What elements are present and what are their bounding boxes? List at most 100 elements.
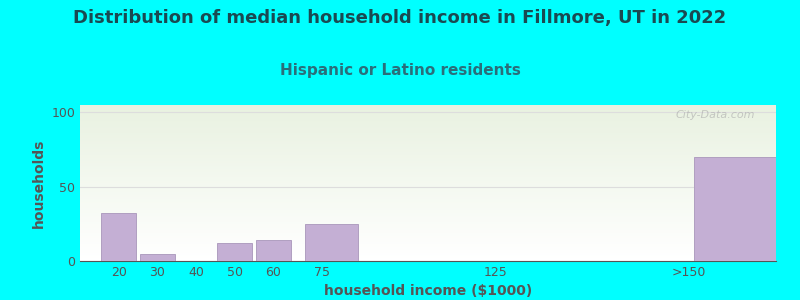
Bar <box>80 203 776 205</box>
Bar <box>80 172 776 174</box>
Bar <box>80 150 776 152</box>
Bar <box>80 245 776 247</box>
Bar <box>80 125 776 127</box>
Bar <box>80 250 776 252</box>
Bar <box>80 188 776 189</box>
Bar <box>80 235 776 236</box>
Bar <box>80 124 776 125</box>
Bar <box>80 224 776 225</box>
Bar <box>80 242 776 244</box>
Bar <box>80 202 776 203</box>
Bar <box>80 233 776 235</box>
Bar <box>80 213 776 214</box>
Bar <box>80 248 776 250</box>
Bar <box>80 131 776 133</box>
Bar <box>80 178 776 180</box>
Bar <box>80 247 776 248</box>
Bar <box>80 130 776 131</box>
Bar <box>80 127 776 128</box>
Bar <box>80 136 776 138</box>
Bar <box>80 183 776 184</box>
Bar <box>80 153 776 155</box>
Bar <box>80 194 776 196</box>
Bar <box>80 106 776 108</box>
Bar <box>80 108 776 110</box>
Bar <box>80 170 776 172</box>
Bar <box>139 254 175 261</box>
Bar <box>80 197 776 199</box>
Bar <box>80 205 776 206</box>
Bar <box>80 239 776 241</box>
Bar <box>80 255 776 256</box>
Text: Hispanic or Latino residents: Hispanic or Latino residents <box>279 63 521 78</box>
Bar <box>80 116 776 118</box>
Bar <box>255 240 291 261</box>
Bar <box>80 253 776 255</box>
Bar <box>80 175 776 177</box>
Bar <box>80 199 776 200</box>
Bar <box>80 192 776 194</box>
Bar <box>80 142 776 144</box>
Bar <box>80 110 776 111</box>
Bar <box>80 155 776 157</box>
Bar <box>80 114 776 116</box>
X-axis label: household income ($1000): household income ($1000) <box>324 284 532 298</box>
Bar <box>80 119 776 121</box>
Bar <box>80 113 776 114</box>
Bar <box>80 105 776 106</box>
Bar <box>80 118 776 119</box>
Bar <box>80 152 776 153</box>
Bar <box>80 167 776 169</box>
Bar <box>80 206 776 208</box>
Bar <box>80 219 776 220</box>
Bar <box>80 169 776 170</box>
Bar <box>80 200 776 202</box>
Bar <box>80 186 776 188</box>
Bar <box>80 160 776 161</box>
Bar <box>80 196 776 197</box>
Bar <box>80 209 776 211</box>
Bar <box>80 128 776 130</box>
Bar <box>80 214 776 216</box>
Bar <box>80 189 776 191</box>
Bar <box>80 164 776 166</box>
Text: Distribution of median household income in Fillmore, UT in 2022: Distribution of median household income … <box>74 9 726 27</box>
Bar <box>80 121 776 122</box>
Bar <box>305 224 358 261</box>
Bar <box>80 149 776 150</box>
Bar <box>80 216 776 217</box>
Bar <box>80 252 776 253</box>
Text: City-Data.com: City-Data.com <box>676 110 755 120</box>
Bar <box>80 139 776 141</box>
Bar <box>80 220 776 222</box>
Bar <box>80 122 776 124</box>
Bar <box>80 177 776 178</box>
Bar <box>80 174 776 175</box>
Bar <box>80 161 776 163</box>
Bar <box>80 141 776 142</box>
Bar <box>80 163 776 164</box>
Bar <box>217 243 253 261</box>
Bar <box>80 222 776 224</box>
Bar <box>80 217 776 219</box>
Bar <box>80 241 776 242</box>
Y-axis label: households: households <box>32 138 46 228</box>
Bar <box>80 184 776 186</box>
Bar <box>694 157 800 261</box>
Bar <box>80 146 776 147</box>
Bar <box>80 208 776 209</box>
Bar <box>80 256 776 258</box>
Bar <box>80 135 776 136</box>
Bar <box>80 244 776 245</box>
Bar <box>80 182 776 183</box>
Bar <box>80 180 776 182</box>
Bar <box>80 227 776 228</box>
Bar <box>80 158 776 160</box>
Bar <box>80 166 776 167</box>
Bar <box>80 236 776 238</box>
Bar <box>80 260 776 261</box>
Bar <box>80 111 776 113</box>
Bar <box>80 225 776 227</box>
Bar <box>80 258 776 260</box>
Bar <box>80 147 776 149</box>
